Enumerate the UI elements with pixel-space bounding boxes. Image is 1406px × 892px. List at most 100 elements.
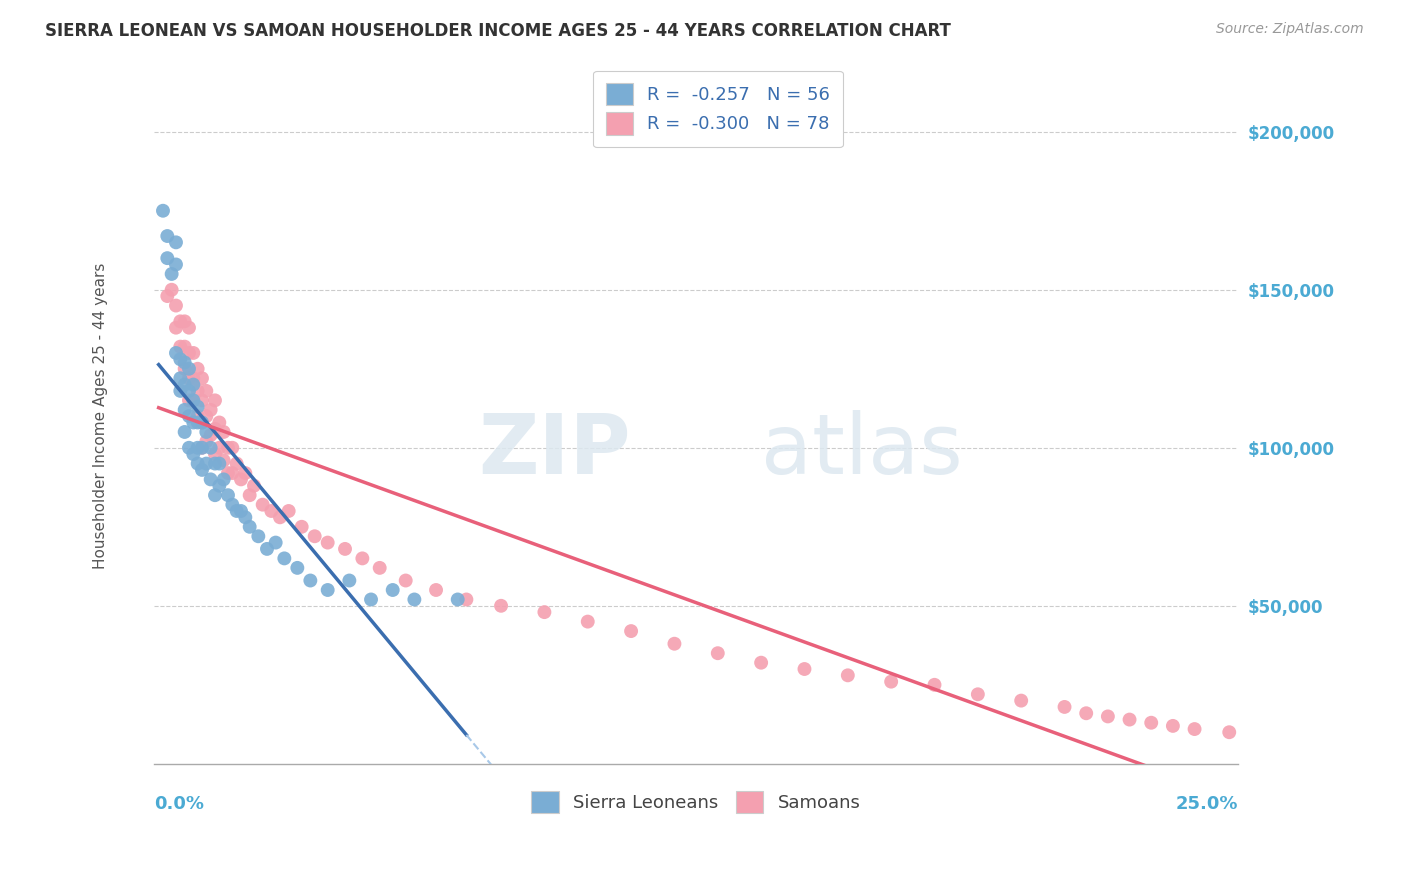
Point [204, 422, 226, 436]
Point [152, 203, 174, 218]
Point [191, 416, 214, 430]
Point [169, 314, 191, 328]
Point [1118, 713, 1140, 727]
Point [173, 402, 195, 417]
Point [217, 488, 239, 502]
Point [187, 457, 209, 471]
Point [252, 498, 274, 512]
Point [181, 393, 204, 408]
Point [395, 574, 418, 588]
Point [195, 425, 218, 439]
Text: SIERRA LEONEAN VS SAMOAN HOUSEHOLDER INCOME AGES 25 - 44 YEARS CORRELATION CHART: SIERRA LEONEAN VS SAMOAN HOUSEHOLDER INC… [45, 22, 950, 40]
Point [291, 520, 314, 534]
Point [381, 582, 404, 597]
Point [360, 592, 382, 607]
Point [966, 687, 988, 701]
Point [1053, 700, 1076, 714]
Point [169, 371, 191, 385]
Point [195, 457, 218, 471]
Point [165, 299, 187, 313]
Point [173, 425, 195, 439]
Point [181, 416, 204, 430]
Point [160, 283, 183, 297]
Point [333, 541, 356, 556]
Point [233, 466, 256, 480]
Point [173, 340, 195, 354]
Point [177, 346, 200, 360]
Point [191, 416, 214, 430]
Point [269, 510, 291, 524]
Point [177, 320, 200, 334]
Point [264, 535, 287, 549]
Point [195, 434, 218, 449]
Point [177, 361, 200, 376]
Point [204, 457, 226, 471]
Point [156, 251, 179, 265]
Point [200, 402, 222, 417]
Point [1076, 706, 1098, 721]
Point [165, 235, 187, 250]
Point [664, 637, 686, 651]
Point [1097, 709, 1119, 723]
Point [156, 289, 179, 303]
Point [225, 457, 247, 471]
Point [160, 267, 183, 281]
Point [489, 599, 512, 613]
Point [191, 463, 214, 477]
Point [191, 441, 214, 455]
Point [1184, 722, 1206, 736]
Point [239, 520, 262, 534]
Point [447, 592, 470, 607]
Text: Householder Income Ages 25 - 44 years: Householder Income Ages 25 - 44 years [93, 263, 108, 569]
Point [173, 361, 195, 376]
Text: 0.0%: 0.0% [155, 795, 204, 813]
Point [229, 472, 252, 486]
Text: atlas: atlas [761, 410, 963, 491]
Point [191, 441, 214, 455]
Text: 25.0%: 25.0% [1175, 795, 1237, 813]
Point [204, 393, 226, 408]
Point [229, 504, 252, 518]
Point [337, 574, 360, 588]
Point [316, 582, 339, 597]
Point [304, 529, 326, 543]
Point [1010, 693, 1032, 707]
Point [277, 504, 299, 518]
Point [243, 479, 266, 493]
Point [204, 488, 226, 502]
Point [169, 340, 191, 354]
Point [273, 551, 295, 566]
Point [187, 416, 209, 430]
Point [200, 441, 222, 455]
Point [256, 541, 278, 556]
Point [165, 346, 187, 360]
Point [187, 409, 209, 424]
Point [880, 674, 903, 689]
Point [173, 355, 195, 369]
Point [169, 384, 191, 398]
Point [225, 504, 247, 518]
Point [533, 605, 555, 619]
Point [707, 646, 730, 660]
Point [177, 441, 200, 455]
Point [187, 400, 209, 414]
Point [200, 472, 222, 486]
Point [316, 535, 339, 549]
Point [837, 668, 859, 682]
Point [1218, 725, 1240, 739]
Point [221, 498, 243, 512]
Point [169, 352, 191, 367]
Point [177, 409, 200, 424]
Point [204, 447, 226, 461]
Point [425, 582, 447, 597]
Point [233, 510, 256, 524]
Point [239, 488, 262, 502]
Point [1161, 719, 1184, 733]
Text: Source: ZipAtlas.com: Source: ZipAtlas.com [1216, 22, 1364, 37]
Text: ZIP: ZIP [478, 410, 631, 491]
Point [181, 447, 204, 461]
Point [191, 393, 214, 408]
Point [368, 561, 391, 575]
Point [212, 425, 235, 439]
Point [181, 371, 204, 385]
